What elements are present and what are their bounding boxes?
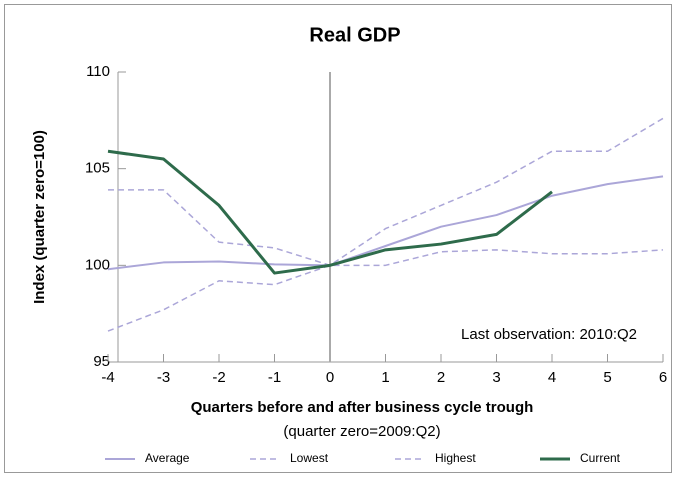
subtitle: (quarter zero=2009:Q2) bbox=[283, 423, 440, 440]
series-line bbox=[107, 249, 664, 332]
frame bbox=[4, 4, 672, 473]
y-tick-label: 100 bbox=[85, 256, 110, 273]
legend-label: Average bbox=[145, 451, 190, 465]
x-tick-label: 0 bbox=[326, 369, 334, 386]
x-tick-label: -3 bbox=[157, 369, 170, 386]
y-tick-label: 105 bbox=[85, 160, 110, 177]
x-tick-label: -2 bbox=[212, 369, 225, 386]
x-tick-label: 4 bbox=[548, 369, 556, 386]
x-tick-label: -4 bbox=[101, 369, 114, 386]
series-line bbox=[108, 117, 664, 267]
x-tick-label: 6 bbox=[659, 369, 667, 386]
y-axis-label: Index (quarter zero=100) bbox=[31, 130, 48, 304]
legend-label: Lowest bbox=[290, 451, 329, 465]
legend-label: Current bbox=[580, 451, 621, 465]
y-tick-label: 95 bbox=[93, 353, 110, 370]
x-tick-label: 2 bbox=[437, 369, 445, 386]
legend-label: Highest bbox=[435, 451, 476, 465]
x-tick-label: -1 bbox=[268, 369, 281, 386]
x-tick-label: 3 bbox=[492, 369, 500, 386]
x-tick-label: 5 bbox=[603, 369, 611, 386]
x-axis-label: Quarters before and after business cycle… bbox=[191, 399, 534, 416]
y-tick-label: 110 bbox=[86, 63, 110, 80]
chart-title: Real GDP bbox=[309, 24, 400, 46]
annotation: Last observation: 2010:Q2 bbox=[461, 326, 637, 343]
x-tick-label: 1 bbox=[381, 369, 389, 386]
series-line bbox=[107, 175, 664, 271]
series-line bbox=[107, 149, 553, 275]
